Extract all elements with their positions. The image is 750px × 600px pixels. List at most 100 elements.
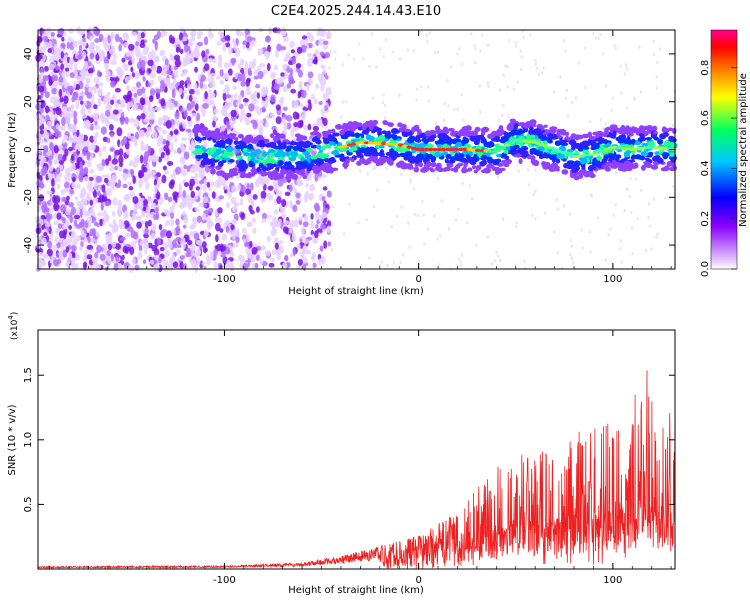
heat-cell (531, 124, 537, 128)
heat-cell (249, 210, 255, 215)
heat-cell (60, 51, 64, 59)
heat-cell (268, 26, 273, 35)
heat-cell (520, 55, 523, 59)
heat-cell (150, 107, 156, 114)
heat-cell (223, 157, 231, 161)
heat-cell (106, 137, 111, 144)
heat-cell (135, 215, 141, 221)
heat-cell (159, 246, 165, 252)
heat-cell (224, 173, 229, 178)
heat-cell (79, 161, 83, 168)
heat-cell (413, 158, 422, 165)
heat-cell (245, 90, 252, 96)
heat-cell (623, 72, 627, 76)
heat-cell (86, 244, 94, 250)
heat-cell (302, 263, 307, 272)
heat-cell (62, 77, 67, 86)
heat-cell (53, 145, 59, 154)
heat-cell (237, 94, 242, 103)
heat-cell (508, 38, 511, 43)
heat-cell (142, 92, 146, 99)
heat-cell (128, 43, 135, 51)
heat-cell (93, 221, 98, 226)
heat-cell (217, 160, 224, 167)
heat-cell (278, 245, 284, 254)
heat-cell (106, 91, 111, 97)
heat-cell (458, 46, 461, 51)
heat-cell (257, 48, 264, 55)
heat-cell (568, 212, 572, 216)
heat-cell (425, 33, 428, 38)
heat-cell (68, 135, 73, 142)
heat-cell-peak (397, 143, 404, 147)
heat-cell (202, 136, 207, 141)
heat-cell (138, 245, 143, 252)
heat-cell (66, 195, 70, 201)
heat-cell (81, 67, 87, 77)
heat-cell (150, 202, 157, 210)
heat-cell (495, 130, 503, 137)
heat-cell (165, 119, 172, 129)
heat-cell (597, 138, 604, 142)
heat-cell (173, 69, 179, 79)
heat-cell (284, 191, 291, 197)
heat-cell (136, 200, 143, 209)
heat-cell-peak (568, 154, 575, 158)
heat-cell (124, 63, 129, 71)
heat-cell (649, 224, 652, 229)
heat-cell (82, 261, 88, 269)
spectrogram-y-axis-label: Frequency (Hz) (7, 112, 18, 188)
heat-cell (95, 175, 103, 183)
heat-cell (625, 127, 630, 133)
heat-cell (443, 102, 446, 106)
heat-cell (79, 193, 85, 199)
heat-cell (35, 227, 42, 235)
heat-cell-peak (419, 147, 425, 152)
heat-cell (318, 222, 322, 227)
heat-cell (217, 60, 223, 69)
heat-cell (406, 137, 415, 144)
heat-cell (216, 243, 222, 252)
heat-cell (449, 156, 457, 161)
heat-cell (153, 55, 160, 62)
heat-cell (175, 236, 182, 242)
heat-cell (318, 100, 323, 106)
heat-cell (370, 31, 374, 36)
heat-cell (72, 136, 77, 144)
heat-cell-peak (457, 147, 464, 152)
heat-cell (83, 146, 89, 152)
heat-cell (426, 227, 430, 232)
heat-cell (83, 176, 90, 182)
heat-cell (127, 181, 133, 186)
heat-cell (171, 124, 176, 132)
heat-cell (140, 39, 145, 45)
heat-cell (251, 92, 257, 102)
heat-cell (263, 138, 270, 144)
heat-cell (356, 153, 362, 158)
heat-cell (301, 226, 305, 235)
heat-cell (278, 133, 286, 139)
heat-cell (569, 172, 576, 176)
heat-cell (623, 163, 630, 169)
heat-cell (119, 236, 126, 241)
heat-cell (52, 244, 58, 252)
heat-cell (294, 51, 299, 59)
heat-cell (661, 126, 667, 133)
heat-cell (172, 261, 179, 269)
heat-cell (70, 257, 76, 267)
heat-cell (371, 151, 379, 157)
heat-cell (501, 135, 509, 142)
heat-cell (139, 154, 144, 164)
heat-cell (132, 103, 138, 111)
heat-cell (354, 132, 361, 139)
heat-cell (285, 145, 294, 150)
heat-cell (133, 92, 138, 98)
heat-cell (476, 164, 482, 171)
heat-cell (566, 114, 570, 119)
heat-cell (43, 145, 49, 153)
heat-cell (170, 36, 176, 45)
heat-cell (409, 159, 416, 164)
heat-cell (416, 153, 425, 158)
heat-cell (148, 112, 155, 121)
heat-cell (115, 255, 120, 262)
